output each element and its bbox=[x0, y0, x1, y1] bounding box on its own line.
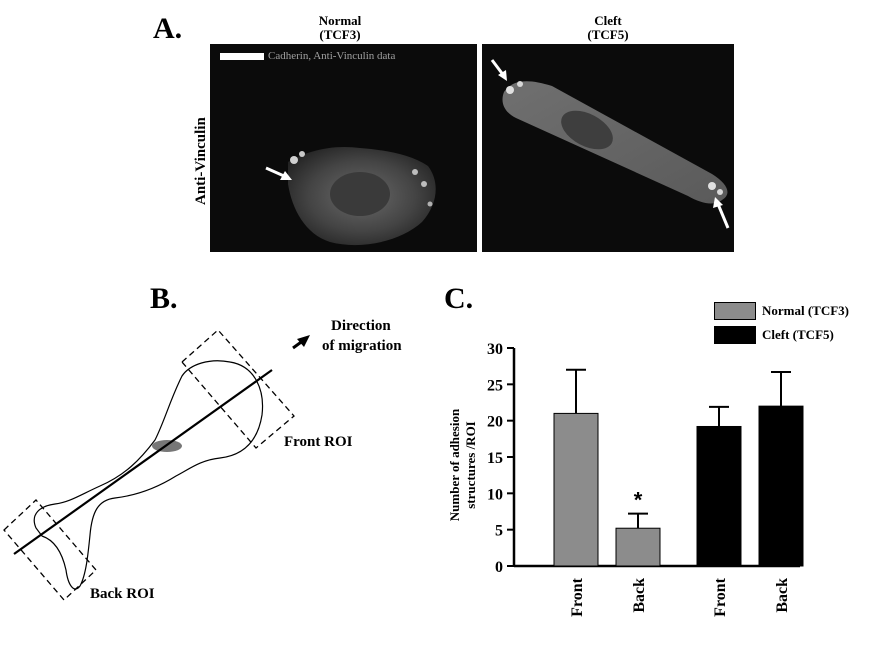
legend-swatch-normal bbox=[714, 302, 756, 320]
cleft-arrow-bottom-head bbox=[713, 197, 723, 208]
y-tick-label-5: 5 bbox=[495, 523, 503, 540]
normal-title-line1: Normal bbox=[318, 13, 362, 28]
back-roi-box bbox=[3, 499, 97, 601]
y-tick-label-0: 0 bbox=[495, 559, 503, 576]
normal-title-line2: (TCF3) bbox=[319, 27, 361, 42]
chart-legend: Normal (TCF3) Cleft (TCF5) bbox=[714, 300, 849, 346]
front-roi-box bbox=[181, 329, 295, 449]
x-tick-label-2: Front bbox=[712, 577, 729, 616]
cleft-arrow-bottom-shaft bbox=[716, 203, 730, 229]
y-axis-label-line1: Number of adhesion bbox=[447, 408, 462, 522]
front-roi-label: Front ROI bbox=[284, 434, 353, 450]
y-tick-label-10: 10 bbox=[487, 486, 503, 503]
back-roi-label: Back ROI bbox=[90, 586, 155, 602]
cleft-arrow-top-head bbox=[498, 70, 507, 81]
normal-cell-micrograph bbox=[210, 44, 477, 252]
direction-label-line1: Direction bbox=[331, 318, 391, 334]
panel-b-label: B. bbox=[150, 282, 178, 315]
normal-cell-image bbox=[265, 146, 436, 246]
bar-3 bbox=[758, 405, 804, 567]
y-tick-label-20: 20 bbox=[487, 414, 503, 431]
legend-item-normal: Normal (TCF3) bbox=[714, 300, 849, 322]
direction-label-line2: of migration bbox=[322, 338, 402, 354]
panel-a-label: A. bbox=[153, 12, 183, 45]
panel-c-label: C. bbox=[444, 282, 474, 315]
bar-2 bbox=[696, 425, 742, 567]
y-tick-label-30: 30 bbox=[487, 341, 503, 358]
x-tick-label-0: Front bbox=[569, 577, 586, 616]
legend-label-normal: Normal (TCF3) bbox=[762, 303, 850, 318]
x-tick-label-1: Back bbox=[631, 578, 648, 613]
image-caption: Cadherin, Anti-Vinculin data bbox=[268, 50, 396, 62]
scale-bar bbox=[220, 53, 264, 60]
y-tick-label-15: 15 bbox=[487, 450, 503, 467]
significance-marker-1: * bbox=[634, 488, 643, 513]
normal-arrow-head bbox=[280, 171, 292, 180]
cleft-column-title: Cleft (TCF5) bbox=[528, 14, 688, 42]
cleft-cell-micrograph bbox=[482, 44, 734, 252]
cleft-cell-nucleus bbox=[561, 110, 613, 150]
legend-swatch-cleft bbox=[714, 326, 756, 344]
bar-1 bbox=[615, 527, 661, 567]
normal-cell-nucleus bbox=[330, 172, 390, 216]
cleft-title-line2: (TCF5) bbox=[587, 27, 629, 42]
bar-0 bbox=[553, 412, 599, 567]
legend-item-cleft: Cleft (TCF5) bbox=[714, 324, 849, 346]
normal-arrow-shaft bbox=[265, 166, 285, 178]
migration-axis-line bbox=[13, 369, 273, 555]
cleft-title-line1: Cleft bbox=[594, 13, 622, 28]
cleft-cell-image bbox=[490, 59, 730, 229]
diagram-cell-outline bbox=[33, 360, 264, 590]
y-tick-label-25: 25 bbox=[487, 377, 503, 394]
migration-diagram bbox=[3, 329, 310, 601]
normal-column-title: Normal (TCF3) bbox=[260, 14, 420, 42]
x-tick-label-3: Back bbox=[774, 578, 791, 613]
bar-chart: 0 5 10 15 20 25 30 Front * Back Front Back bbox=[487, 341, 804, 617]
legend-label-cleft: Cleft (TCF5) bbox=[762, 327, 834, 342]
cleft-cell-body bbox=[502, 81, 728, 204]
direction-arrow-head bbox=[297, 335, 310, 347]
anti-vinculin-row-label: Anti-Vinculin bbox=[193, 117, 209, 205]
